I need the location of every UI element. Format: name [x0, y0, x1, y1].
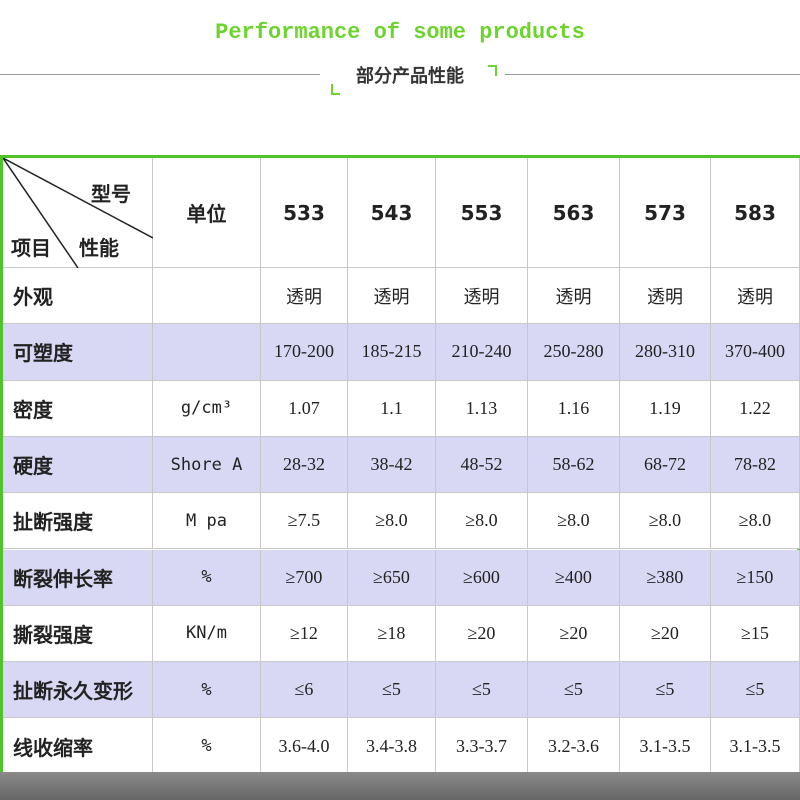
- value-cell: 210-240: [436, 324, 528, 381]
- value-cell: ≥8.0: [436, 493, 528, 550]
- value-cell: ≥8.0: [348, 493, 436, 550]
- model-header: 533: [261, 158, 348, 268]
- value-cell: 250-280: [528, 324, 620, 381]
- row-name: 扯断强度: [3, 493, 153, 550]
- rule: [505, 74, 800, 75]
- subtitle: 部分产品性能: [356, 66, 464, 87]
- row-name: 撕裂强度: [3, 605, 153, 663]
- value-cell: 78-82: [711, 436, 800, 494]
- value-cell: 透明: [711, 268, 800, 325]
- value-cell: 280-310: [620, 324, 711, 381]
- value-cell: ≥380: [620, 549, 711, 606]
- row-name: 可塑度: [3, 324, 153, 381]
- row-name: 扯断永久变形: [3, 662, 153, 719]
- unit-cell: M pa: [153, 493, 261, 550]
- value-cell: 48-52: [436, 436, 528, 494]
- value-cell: ≥15: [711, 605, 800, 663]
- value-cell: 透明: [528, 268, 620, 325]
- value-cell: 3.2-3.6: [528, 718, 620, 775]
- value-cell: ≥8.0: [620, 493, 711, 550]
- value-cell: 1.07: [261, 380, 348, 437]
- row-name: 断裂伸长率: [3, 549, 153, 606]
- value-cell: 1.1: [348, 380, 436, 437]
- unit-cell: KN/m: [153, 605, 261, 663]
- value-cell: 透明: [436, 268, 528, 325]
- value-cell: 3.1-3.5: [711, 718, 800, 775]
- value-cell: 38-42: [348, 436, 436, 494]
- value-cell: 1.16: [528, 380, 620, 437]
- value-cell: 68-72: [620, 436, 711, 494]
- model-header: 583: [711, 158, 800, 268]
- model-header: 543: [348, 158, 436, 268]
- row-name: 密度: [3, 380, 153, 437]
- value-cell: 1.13: [436, 380, 528, 437]
- value-cell: ≥12: [261, 605, 348, 663]
- value-cell: ≥20: [436, 605, 528, 663]
- footer-band: [0, 772, 800, 800]
- value-cell: ≥8.0: [711, 493, 800, 550]
- value-cell: 3.6-4.0: [261, 718, 348, 775]
- unit-cell: %: [153, 718, 261, 775]
- value-cell: ≥650: [348, 549, 436, 606]
- value-cell: ≥20: [620, 605, 711, 663]
- value-cell: 透明: [620, 268, 711, 325]
- value-cell: ≥8.0: [528, 493, 620, 550]
- value-cell: 透明: [261, 268, 348, 325]
- unit-header: 单位: [153, 158, 261, 268]
- value-cell: ≤5: [348, 662, 436, 719]
- value-cell: ≥20: [528, 605, 620, 663]
- value-cell: 185-215: [348, 324, 436, 381]
- value-cell: ≥400: [528, 549, 620, 606]
- row-name: 硬度: [3, 436, 153, 494]
- value-cell: ≤5: [528, 662, 620, 719]
- corner-label: 项目: [11, 236, 51, 260]
- unit-cell: [153, 324, 261, 381]
- row-name: 外观: [3, 268, 153, 325]
- brackets: [331, 65, 497, 95]
- value-cell: ≥700: [261, 549, 348, 606]
- value-cell: 3.4-3.8: [348, 718, 436, 775]
- value-cell: ≤5: [620, 662, 711, 719]
- corner-cell: 型号性能 项目: [3, 158, 153, 268]
- unit-cell: Shore A: [153, 436, 261, 494]
- unit-cell: %: [153, 549, 261, 606]
- model-header: 573: [620, 158, 711, 268]
- value-cell: 28-32: [261, 436, 348, 494]
- value-cell: 3.1-3.5: [620, 718, 711, 775]
- model-header: 553: [436, 158, 528, 268]
- value-cell: ≥150: [711, 549, 800, 606]
- model-header: 563: [528, 158, 620, 268]
- value-cell: ≤5: [711, 662, 800, 719]
- corner-label: 型号: [91, 182, 131, 206]
- table: 型号 性能 项目 单位 533 543 553 563 573 583 外观 透明 透明 透明 透明 透明 透明…: [0, 155, 800, 775]
- title: Performance of some products: [215, 20, 585, 45]
- value-cell: 370-400: [711, 324, 800, 381]
- value-cell: ≥600: [436, 549, 528, 606]
- row-name: 线收缩率: [3, 718, 153, 775]
- value-cell: 1.19: [620, 380, 711, 437]
- value-cell: 58-62: [528, 436, 620, 494]
- value-cell: ≤6: [261, 662, 348, 719]
- unit-cell: g/cm³: [153, 380, 261, 437]
- unit-cell: [153, 268, 261, 325]
- rule: [0, 74, 320, 75]
- value-cell: ≥18: [348, 605, 436, 663]
- value-cell: ≥7.5: [261, 493, 348, 550]
- corner-label: 性能: [79, 236, 119, 260]
- diagonals: [3, 158, 153, 268]
- value-cell: 透明: [348, 268, 436, 325]
- value-cell: 3.3-3.7: [436, 718, 528, 775]
- value-cell: ≤5: [436, 662, 528, 719]
- value-cell: 170-200: [261, 324, 348, 381]
- unit-cell: %: [153, 662, 261, 719]
- value-cell: 1.22: [711, 380, 800, 437]
